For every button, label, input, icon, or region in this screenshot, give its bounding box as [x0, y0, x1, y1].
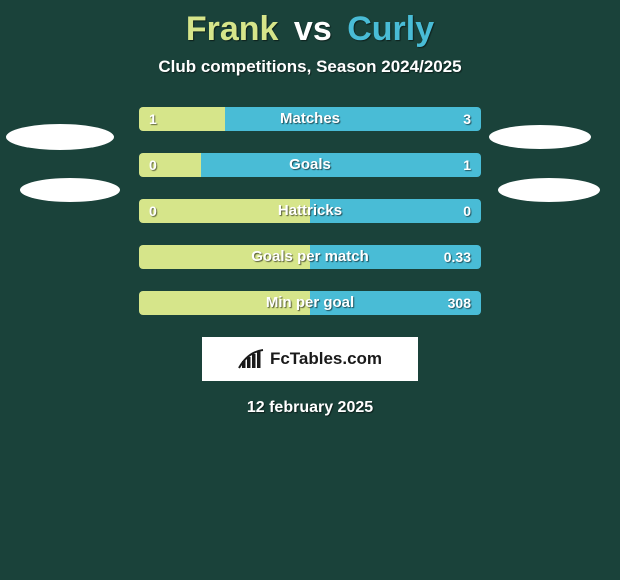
bar-segment-player2: [201, 153, 481, 177]
comparison-rows: 13Matches01Goals00Hattricks0.33Goals per…: [139, 107, 481, 315]
stat-value-player1: 0: [139, 153, 167, 177]
stat-bar: [139, 245, 481, 269]
title-player1: Frank: [186, 10, 279, 48]
bar-segment-player1: [139, 245, 310, 269]
bar-chart-icon: [238, 349, 264, 369]
logo-text: FcTables.com: [270, 349, 382, 369]
title-player2: Curly: [347, 10, 434, 48]
stat-value-player1: [139, 291, 159, 315]
stat-bar: [139, 107, 481, 131]
decorative-ellipse: [498, 178, 600, 202]
stat-value-player1: [139, 245, 159, 269]
decorative-ellipse: [6, 124, 114, 150]
stat-bar: [139, 199, 481, 223]
stat-value-player2: 3: [453, 107, 481, 131]
stat-value-player2: 1: [453, 153, 481, 177]
subtitle: Club competitions, Season 2024/2025: [0, 57, 620, 77]
stat-row: 00Hattricks: [139, 199, 481, 223]
stat-bar: [139, 153, 481, 177]
logo-box: FcTables.com: [202, 337, 418, 381]
stat-value-player2: 0.33: [434, 245, 481, 269]
page-title: Frank vs Curly: [0, 0, 620, 49]
bar-segment-player1: [139, 291, 310, 315]
bar-segment-player2: [225, 107, 482, 131]
stat-row: 13Matches: [139, 107, 481, 131]
date-label: 12 february 2025: [0, 399, 620, 417]
stat-row: 0.33Goals per match: [139, 245, 481, 269]
decorative-ellipse: [489, 125, 591, 149]
title-vs: vs: [294, 10, 332, 48]
decorative-ellipse: [20, 178, 120, 202]
stat-row: 308Min per goal: [139, 291, 481, 315]
stat-value-player2: 308: [438, 291, 481, 315]
stat-value-player1: 0: [139, 199, 167, 223]
stat-value-player1: 1: [139, 107, 167, 131]
stat-row: 01Goals: [139, 153, 481, 177]
stat-value-player2: 0: [453, 199, 481, 223]
fctables-logo: FcTables.com: [238, 349, 382, 369]
stat-bar: [139, 291, 481, 315]
